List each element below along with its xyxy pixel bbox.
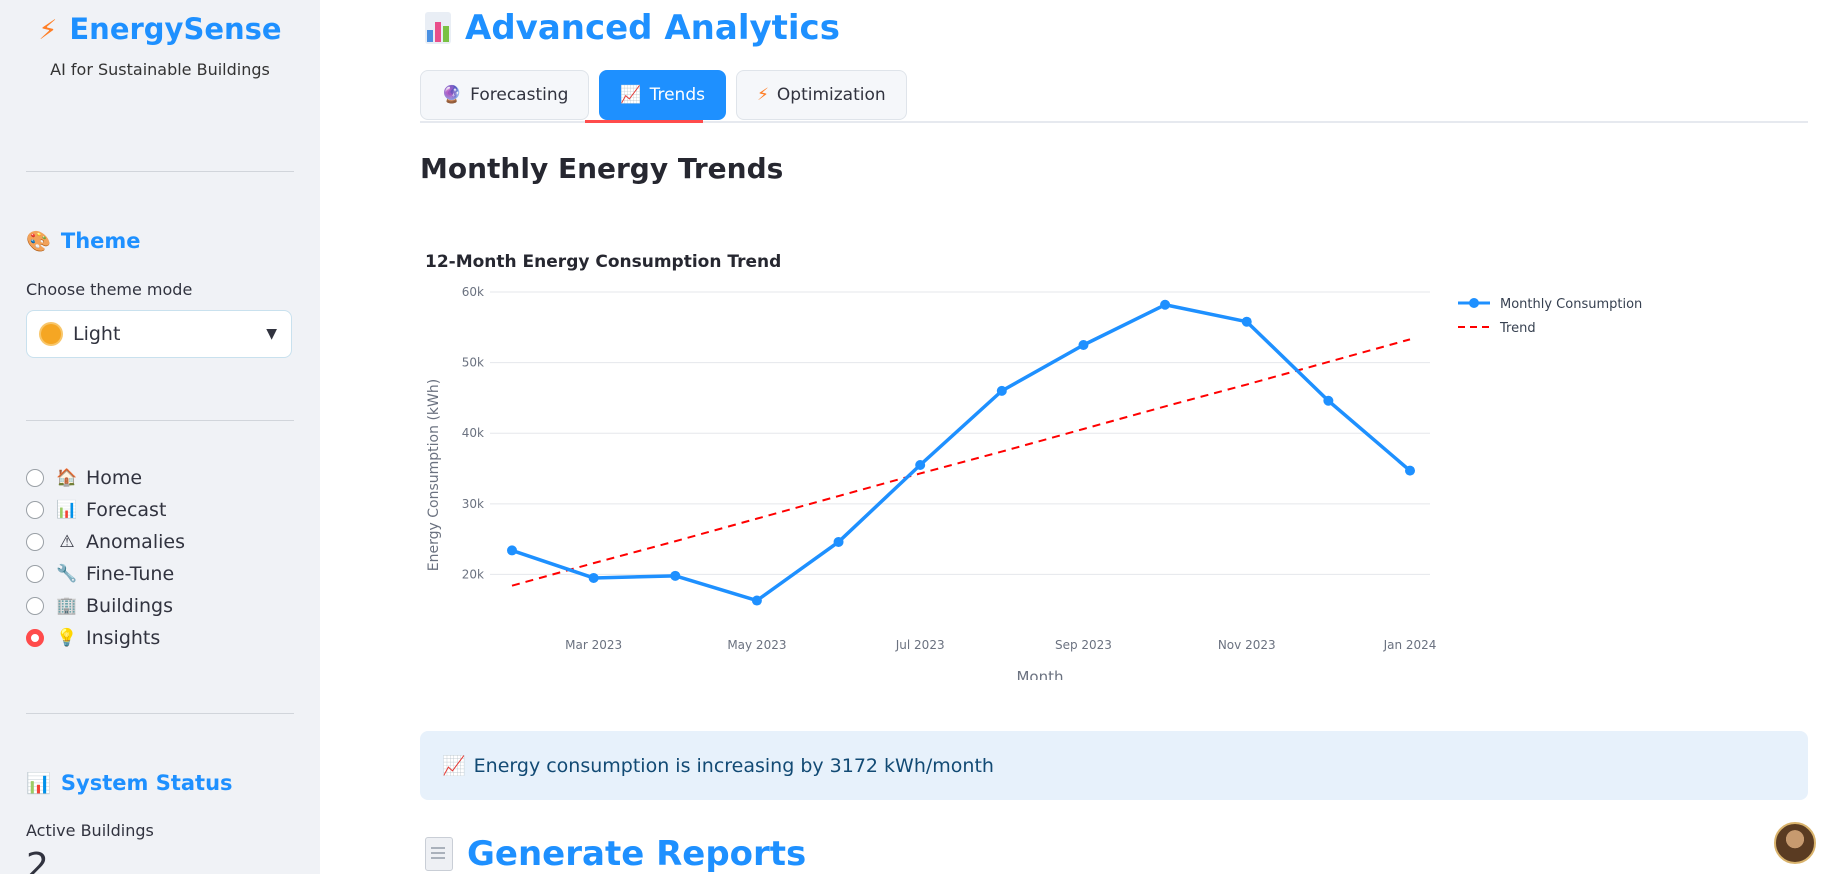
divider (26, 713, 294, 714)
tab-trends[interactable]: 📈 Trends (599, 70, 726, 120)
consumption-point (1078, 340, 1089, 350)
legend-label-consumption: Monthly Consumption (1500, 297, 1642, 312)
energy-trend-chart[interactable]: 12-Month Energy Consumption Trend 20k 30k 4… (420, 240, 1829, 680)
document-icon (425, 837, 453, 871)
theme-heading: 🎨 Theme (26, 229, 141, 253)
theme-select-value: Light (73, 323, 121, 345)
x-tick-label: Nov 2023 (1218, 638, 1276, 652)
divider (26, 420, 294, 421)
active-tab-indicator (585, 120, 703, 123)
consumption-point (1405, 465, 1415, 476)
lightning-icon: ⚡ (38, 15, 58, 46)
sidebar: ⚡ EnergySense AI for Sustainable Building… (0, 0, 320, 874)
radio-button[interactable] (26, 597, 44, 615)
system-status-heading: 📊 System Status (26, 771, 233, 795)
tab-bar: 🔮 Forecasting 📈 Trends ⚡ Optimization (420, 70, 907, 120)
trend-line (511, 338, 1411, 587)
consumption-point (588, 572, 599, 583)
home-icon: 🏠 (56, 468, 78, 488)
y-tick-label: 50k (462, 356, 484, 370)
y-axis-label: Energy Consumption (kWh) (426, 379, 442, 571)
chart-title: 12-Month Energy Consumption Trend (425, 252, 781, 272)
user-avatar[interactable] (1774, 822, 1816, 864)
legend-label-trend: Trend (1499, 321, 1536, 336)
theme-select[interactable]: Light ▼ (26, 310, 292, 358)
warning-icon: ⚠ (59, 532, 75, 552)
consumption-point (670, 570, 681, 581)
chart-increasing-icon: 📈 (442, 755, 466, 777)
chart-increasing-icon: 📈 (620, 85, 642, 105)
x-tick-label: Jan 2024 (1383, 638, 1437, 652)
y-tick-label: 20k (462, 567, 484, 581)
reports-title: Generate Reports (425, 834, 806, 874)
palette-icon: 🎨 (26, 229, 51, 253)
main-content: Advanced Analytics 🔮 Forecasting 📈 Trends … (320, 0, 1829, 874)
consumption-line (511, 303, 1412, 603)
nav-item-forecast[interactable]: 📊 Forecast (26, 494, 185, 526)
section-title: Monthly Energy Trends (420, 152, 784, 185)
x-tick-label: Sep 2023 (1055, 638, 1112, 652)
radio-button-selected[interactable] (26, 629, 44, 647)
y-tick-label: 40k (462, 426, 484, 440)
building-icon: 🏢 (56, 596, 78, 616)
radio-button[interactable] (26, 565, 44, 583)
legend-marker-consumption (1469, 298, 1479, 308)
divider (26, 171, 294, 172)
y-tick-label: 60k (462, 285, 484, 299)
nav-item-anomalies[interactable]: ⚠ Anomalies (26, 526, 185, 558)
bar-chart-icon (425, 12, 451, 44)
consumption-point (996, 385, 1007, 396)
nav-item-insights[interactable]: 💡 Insights (26, 622, 185, 654)
chevron-down-icon: ▼ (266, 326, 277, 342)
x-tick-label: May 2023 (727, 638, 786, 652)
theme-label: Choose theme mode (26, 280, 193, 299)
insight-banner: 📈 Energy consumption is increasing by 31… (420, 731, 1808, 800)
sun-icon (41, 324, 61, 344)
consumption-point (751, 595, 762, 606)
x-axis-label: Month (1016, 668, 1063, 680)
consumption-point (833, 536, 844, 547)
bar-chart-icon: 📊 (26, 771, 51, 795)
crystal-ball-icon: 🔮 (441, 85, 463, 105)
lightning-icon: ⚡ (756, 85, 769, 105)
nav-item-buildings[interactable]: 🏢 Buildings (26, 590, 185, 622)
nav-item-fine-tune[interactable]: 🔧 Fine-Tune (26, 558, 185, 590)
consumption-point (507, 545, 517, 556)
brand: ⚡ EnergySense (0, 12, 320, 46)
brand-title: EnergySense (69, 12, 282, 46)
consumption-point (1160, 299, 1171, 310)
insight-text: Energy consumption is increasing by 3172… (473, 754, 994, 777)
consumption-point (1241, 316, 1252, 327)
tab-optimization[interactable]: ⚡ Optimization (735, 70, 907, 120)
tab-forecasting[interactable]: 🔮 Forecasting (420, 70, 590, 120)
wrench-icon: 🔧 (56, 564, 78, 584)
consumption-point (1323, 395, 1334, 406)
bar-chart-icon: 📊 (56, 500, 78, 520)
radio-button[interactable] (26, 469, 44, 487)
y-tick-label: 30k (462, 497, 484, 511)
nav-item-home[interactable]: 🏠 Home (26, 462, 185, 494)
tab-rule (420, 121, 1808, 123)
lightbulb-icon: 💡 (56, 628, 78, 648)
active-buildings-value: 2 (26, 846, 49, 874)
active-buildings-label: Active Buildings (26, 821, 154, 840)
brand-subtitle: AI for Sustainable Buildings (50, 60, 270, 79)
consumption-point (915, 460, 926, 470)
radio-button[interactable] (26, 501, 44, 519)
radio-button[interactable] (26, 533, 44, 551)
page-title: Advanced Analytics (425, 8, 840, 48)
x-tick-label: Jul 2023 (895, 638, 945, 652)
x-tick-label: Mar 2023 (565, 638, 622, 652)
nav-radio-group: 🏠 Home 📊 Forecast ⚠ Anomalies 🔧 Fine-Tune 🏢 B… (26, 462, 185, 654)
